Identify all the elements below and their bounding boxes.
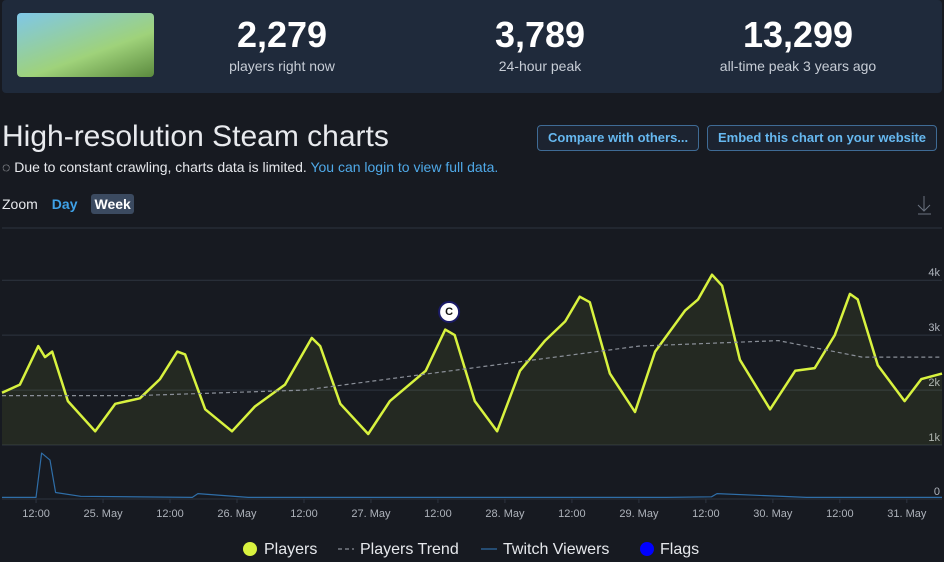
stat-value: 2,279: [236, 14, 328, 55]
stat-value: 13,299: [742, 14, 854, 55]
stat-label: players right now: [229, 58, 335, 74]
x-tick-label: 12:00: [156, 508, 184, 520]
game-logo[interactable]: [17, 13, 154, 77]
zoom-option[interactable]: Week: [91, 194, 134, 214]
stat-label: all-time peak 3 years ago: [719, 58, 877, 74]
series-line: [1, 273, 943, 436]
notice: ◌ Due to constant crawling, charts data …: [2, 159, 499, 175]
y-tick-label: 1k: [928, 432, 940, 444]
x-tick-label: 29. May: [619, 508, 659, 520]
zoom: Zoom Day Week: [2, 194, 148, 214]
y-tick-label: 2k: [928, 377, 940, 389]
x-tick-label: 12:00: [558, 508, 586, 520]
header: 2,279 players right now 3,789 24-hour peak…: [2, 0, 942, 93]
button[interactable]: Compare with others...: [537, 125, 700, 151]
zoom-option[interactable]: Day: [51, 196, 78, 212]
y-tick-label: 3k: [928, 322, 940, 334]
y2-tick-label: 0: [934, 486, 940, 498]
x-tick-label: 25. May: [83, 508, 123, 520]
legend-symbol: [640, 542, 654, 556]
series-line: [2, 340, 942, 397]
series-line: [2, 452, 942, 498]
legend-label: Flags: [660, 541, 699, 558]
x-tick-label: 12:00: [826, 508, 854, 520]
x-tick-label: 31. May: [887, 508, 927, 520]
download-icon[interactable]: [917, 196, 931, 215]
stat: 13,299 all-time peak 3 years ago: [688, 14, 908, 74]
legend-label: Twitch Viewers: [503, 541, 609, 558]
x-tick-label: 30. May: [753, 508, 793, 520]
flag: [438, 301, 461, 323]
zoom-label: Zoom: [2, 196, 38, 212]
legend-symbol: [243, 542, 257, 556]
stat: 2,279 players right now: [172, 14, 392, 74]
x-tick-label: 12:00: [22, 508, 50, 520]
x-tick-label: 26. May: [217, 508, 257, 520]
x-tick-label: 28. May: [485, 508, 525, 520]
stat-value: 3,789: [494, 14, 586, 55]
legend-label: Players: [264, 541, 317, 558]
notice-text: Due to constant crawling, charts data is…: [14, 159, 307, 175]
area: [2, 274, 942, 445]
login-link[interactable]: You can login to view full data.: [310, 159, 499, 175]
x-tick-label: 27. May: [351, 508, 391, 520]
x-tick-label: 12:00: [692, 508, 720, 520]
x-tick-label: 12:00: [290, 508, 318, 520]
button[interactable]: Embed this chart on your website: [707, 125, 938, 151]
legend-label: Players Trend: [360, 541, 459, 558]
stat-label: 24-hour peak: [498, 58, 582, 74]
y-tick-label: 4k: [928, 267, 940, 279]
x-tick-label: 12:00: [424, 508, 452, 520]
page-title: High-resolution Steam charts: [2, 120, 389, 153]
flag-label: C: [445, 306, 453, 318]
stat: 3,789 24-hour peak: [430, 14, 650, 74]
